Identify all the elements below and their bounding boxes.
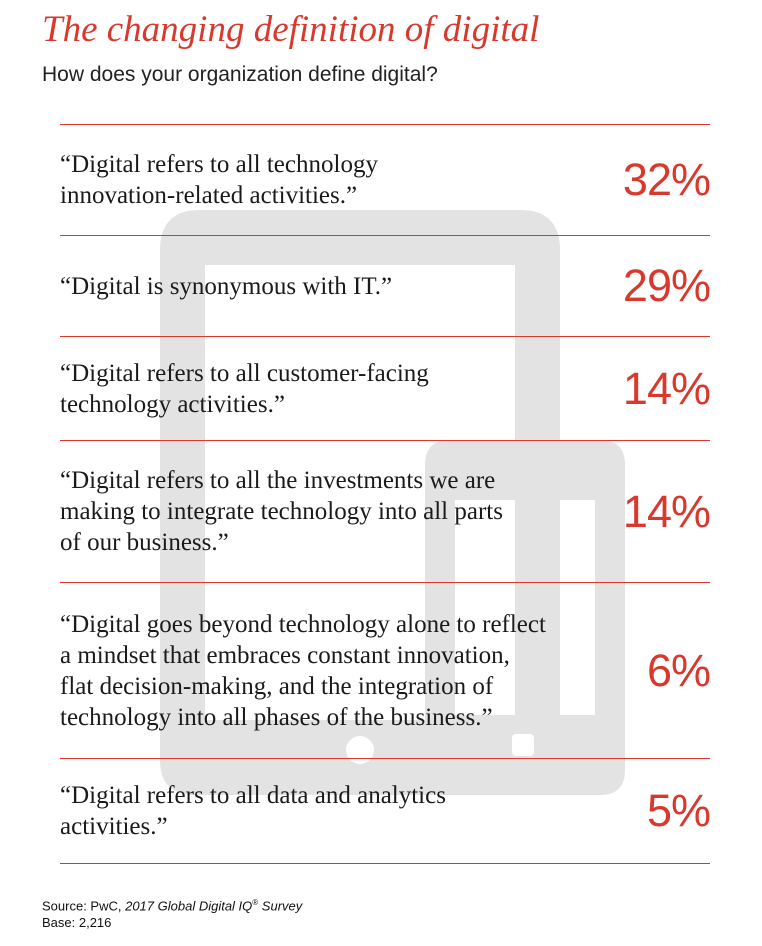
base-note: Base: 2,216 xyxy=(42,915,112,931)
definition-quote: “Digital refers to all technology innova… xyxy=(60,151,378,209)
table-row: “Digital goes beyond technology alone to… xyxy=(60,582,711,758)
definition-quote: “Digital refers to all the investments w… xyxy=(60,467,503,556)
definition-quote: “Digital refers to all data and analytic… xyxy=(60,782,446,840)
chart-subtitle: How does your organization define digita… xyxy=(42,63,438,86)
table-row: “Digital is synonymous with IT.” 29% xyxy=(60,235,711,336)
percentage-value: 14% xyxy=(622,362,711,414)
footer: Source: PwC, 2017 Global Digital IQ® Sur… xyxy=(42,894,302,931)
table-row: “Digital refers to all data and analytic… xyxy=(60,758,711,864)
chart-title: The changing definition of digital xyxy=(42,9,540,50)
response-table: “Digital refers to all technology innova… xyxy=(60,124,711,864)
percentage-value: 32% xyxy=(622,154,711,205)
table-row: “Digital refers to all the investments w… xyxy=(60,440,711,582)
table-row: “Digital refers to all customer-facing t… xyxy=(60,336,711,440)
percentage-value: 29% xyxy=(622,260,711,311)
percentage-value: 6% xyxy=(646,644,711,696)
definition-quote: “Digital goes beyond technology alone to… xyxy=(60,610,546,731)
definition-quote: “Digital is synonymous with IT.” xyxy=(60,272,393,300)
percentage-value: 14% xyxy=(622,485,711,537)
percentage-value: 5% xyxy=(646,785,711,836)
source-note: Source: PwC, 2017 Global Digital IQ® Sur… xyxy=(42,898,303,914)
definition-quote: “Digital refers to all customer-facing t… xyxy=(60,359,429,418)
table-row: “Digital refers to all technology innova… xyxy=(60,124,711,235)
